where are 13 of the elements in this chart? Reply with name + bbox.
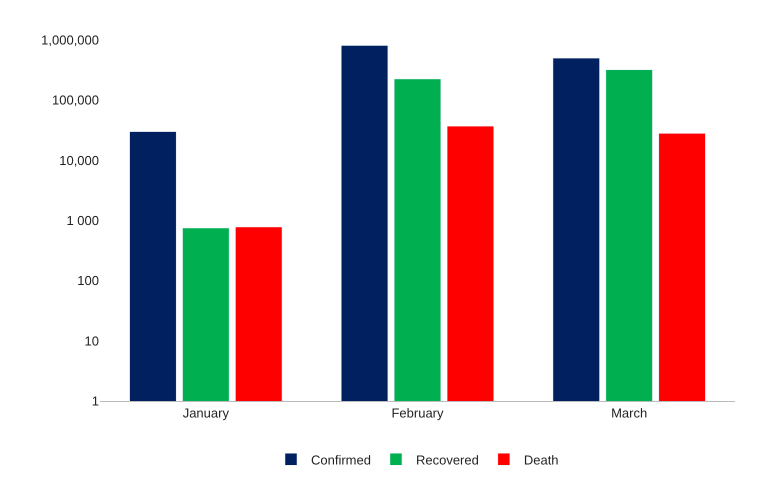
legend-label: Recovered [416, 452, 479, 468]
y-tick-label: 100 [77, 273, 99, 288]
y-tick-label: 10 [84, 333, 99, 348]
y-tick-label: 1 000 [66, 213, 99, 228]
x-tick-label: January [182, 406, 230, 421]
y-tick-label: 1,000,000 [41, 32, 99, 48]
legend-label: Confirmed [311, 452, 371, 468]
x-tick-label: February [391, 406, 444, 421]
y-tick-label: 100,000 [52, 92, 99, 108]
x-tick-label: March [611, 406, 648, 421]
y-tick-label: 10,000 [59, 152, 99, 168]
legend-label: Death [524, 452, 559, 468]
y-tick-label: 1 [92, 394, 99, 409]
